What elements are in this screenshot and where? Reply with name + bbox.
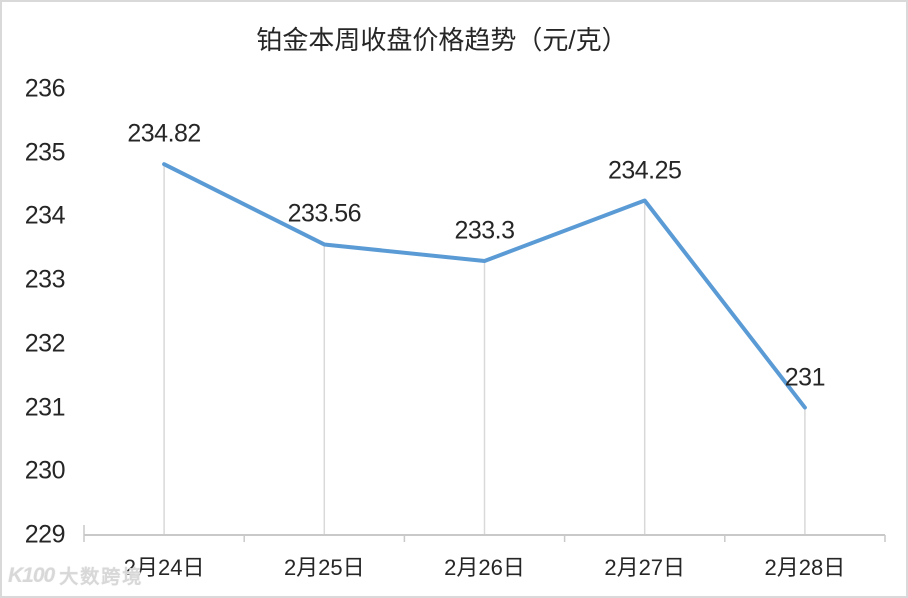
x-axis-tick-label: 2月26日: [444, 555, 525, 580]
y-axis-tick-label: 230: [24, 456, 66, 485]
y-axis-tick-label: 232: [24, 329, 66, 358]
y-axis-tick-label: 229: [24, 520, 66, 549]
y-axis-tick-label: 234: [24, 201, 66, 230]
data-point-label: 231: [784, 363, 826, 392]
chart-title: 铂金本周收盘价格趋势（元/克）: [256, 25, 628, 55]
price-line-series: [162, 162, 807, 410]
x-axis-tick-label: 2月24日: [123, 555, 205, 580]
watermark-logo-icon: K100: [8, 563, 55, 587]
data-point-label: 233.3: [454, 216, 515, 245]
x-axis-tick-label: 2月27日: [604, 555, 686, 580]
data-point-label: 233.56: [287, 199, 362, 228]
watermark-text: 大数跨境: [59, 567, 144, 588]
watermark: K100 大数跨境: [8, 562, 143, 589]
data-point-label: 234.82: [127, 119, 201, 148]
y-axis-tick-label: 236: [24, 74, 66, 103]
y-axis-tick-label: 235: [24, 138, 66, 167]
y-axis-tick-label: 233: [24, 265, 66, 294]
data-point-label: 234.25: [607, 156, 682, 184]
x-axis-tick-label: 2月25日: [283, 555, 365, 580]
x-axis-tick-label: 2月28日: [764, 555, 846, 580]
y-axis-tick-label: 231: [24, 393, 66, 422]
